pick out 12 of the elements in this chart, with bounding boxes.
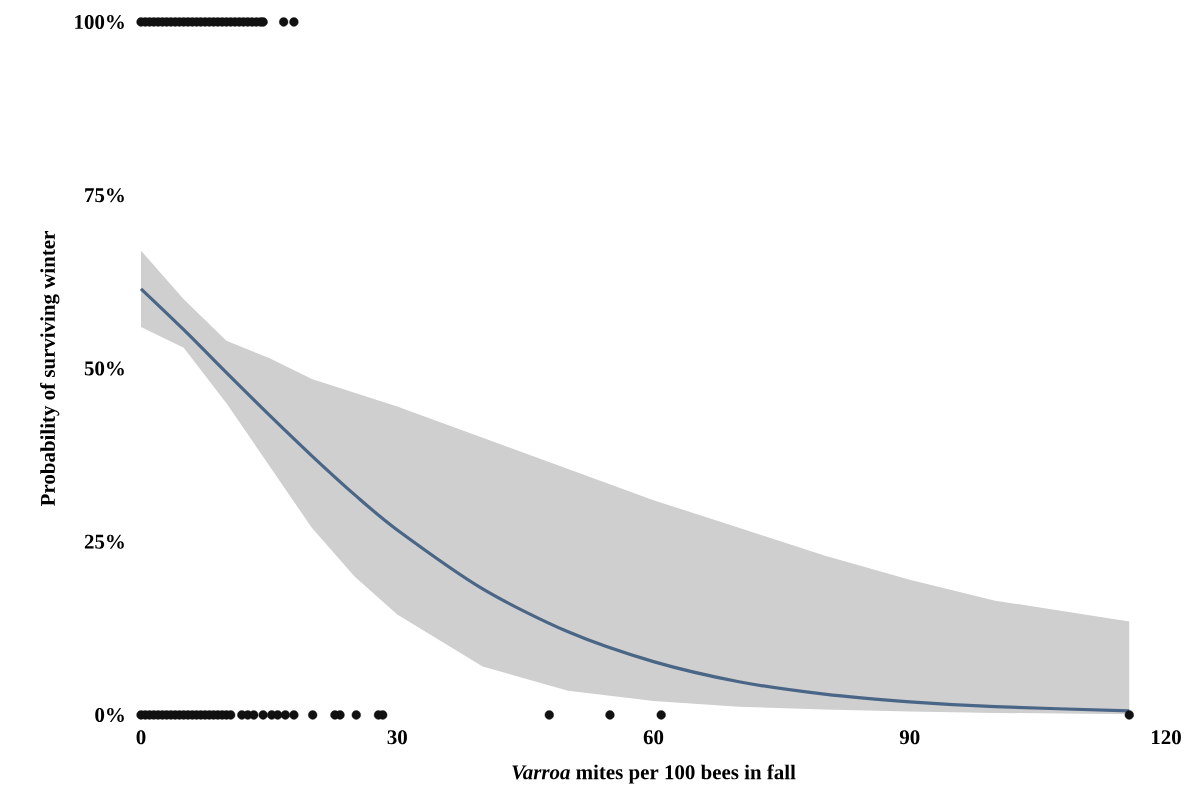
x-tick-label: 90 <box>899 730 920 745</box>
x-axis-title: Varroa mites per 100 bees in fall <box>512 764 796 784</box>
x-tick-label: 0 <box>136 730 146 745</box>
x-tick-label: 120 <box>1151 730 1181 745</box>
y-axis-title: Probability of surviving winter <box>40 231 60 506</box>
y-tick-label: 100% <box>75 14 124 30</box>
x-tick-label: 30 <box>387 730 407 745</box>
y-tick-label: 25% <box>84 534 124 549</box>
y-tick-label: 0% <box>95 707 124 723</box>
y-tick-label: 50% <box>84 361 124 376</box>
y-tick-label: 75% <box>85 188 124 203</box>
x-tick-label: 60 <box>643 730 664 745</box>
